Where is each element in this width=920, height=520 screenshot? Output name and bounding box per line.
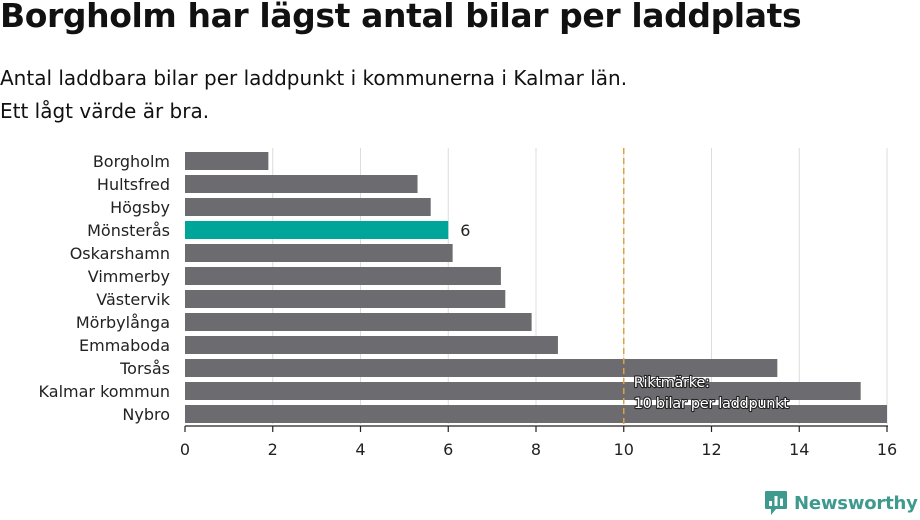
category-label: Emmaboda	[79, 336, 170, 355]
brand-name: Newsworthy	[794, 492, 918, 514]
category-label: Torsås	[119, 359, 170, 378]
category-label: Högsby	[110, 198, 170, 217]
category-label: Mönsterås	[87, 221, 170, 240]
x-tick-label: 0	[180, 440, 190, 459]
x-tick-label: 16	[877, 440, 897, 459]
bar-västervik	[185, 290, 506, 308]
data-label: 6	[460, 221, 470, 240]
x-tick-label: 12	[701, 440, 721, 459]
subtitle-line-1: Antal laddbara bilar per laddpunkt i kom…	[0, 66, 628, 90]
chart-title: Borgholm har lägst antal bilar per laddp…	[0, 0, 802, 35]
x-tick-label: 6	[443, 440, 453, 459]
bar-mörbylånga	[185, 313, 532, 331]
bar-nybro	[185, 405, 887, 423]
category-label: Västervik	[96, 290, 170, 309]
category-label: Nybro	[122, 405, 170, 424]
x-tick-label: 4	[355, 440, 365, 459]
reference-line-label: 10 bilar per laddpunkt	[634, 396, 789, 412]
category-label: Kalmar kommun	[39, 382, 170, 401]
x-tick-label: 2	[268, 440, 278, 459]
category-label: Vimmerby	[88, 267, 170, 286]
bar-hultsfred	[185, 175, 418, 193]
bar-oskarshamn	[185, 244, 453, 262]
x-tick-label: 8	[531, 440, 541, 459]
chart-subtitle: Antal laddbara bilar per laddpunkt i kom…	[0, 62, 900, 128]
x-tick-label: 10	[614, 440, 634, 459]
bar-borgholm	[185, 152, 269, 170]
bar-torsås	[185, 359, 778, 377]
reference-line-label: Riktmärke:	[634, 375, 710, 391]
category-label: Oskarshamn	[70, 244, 170, 263]
bar-kalmar-kommun	[185, 382, 861, 400]
brand-logo: Newsworthy	[764, 488, 918, 518]
category-label: Hultsfred	[97, 175, 170, 194]
x-tick-label: 14	[789, 440, 809, 459]
bar-emmaboda	[185, 336, 558, 354]
bar-vimmerby	[185, 267, 501, 285]
category-label: Mörbylånga	[76, 313, 170, 332]
bar-mönsterås	[185, 221, 449, 239]
newsworthy-logo-icon	[765, 491, 787, 515]
bar-högsby	[185, 198, 431, 216]
category-label: Borgholm	[93, 152, 170, 171]
subtitle-line-2: Ett lågt värde är bra.	[0, 99, 210, 123]
